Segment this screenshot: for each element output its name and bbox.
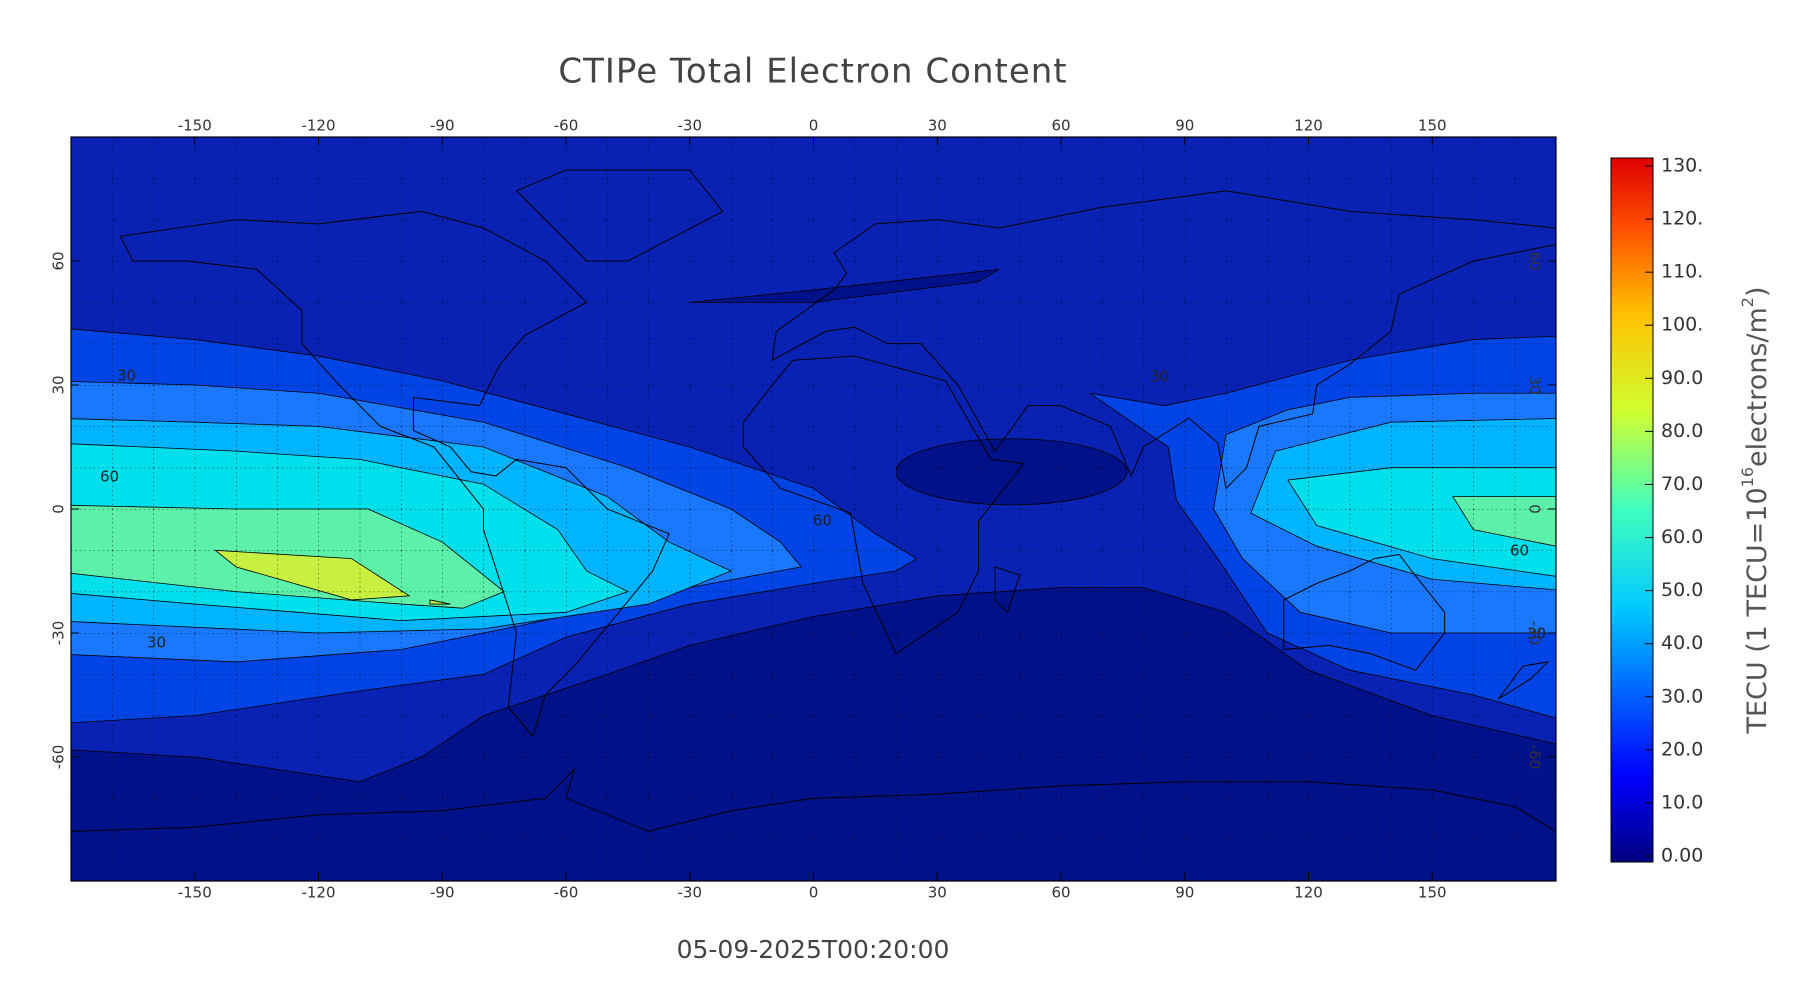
contour-label: 60 xyxy=(100,468,119,486)
colorbar-tick-label: 20.0 xyxy=(1661,738,1703,760)
y-tick-label: 0 xyxy=(50,504,68,514)
colorbar-tick-label: 50.0 xyxy=(1661,579,1703,601)
colorbar-tick-label: 40.0 xyxy=(1661,632,1703,654)
timestamp: 05-09-2025T00:20:00 xyxy=(677,935,950,964)
x-tick-label: -120 xyxy=(301,884,335,902)
colorbar-tick-label: 70.0 xyxy=(1661,473,1703,495)
x-tick-label: -60 xyxy=(554,884,579,902)
x-tick-label: 0 xyxy=(809,117,819,135)
x-tick-label: 90 xyxy=(1175,884,1194,902)
contour-label: 60 xyxy=(813,512,832,530)
x-tick-label: 90 xyxy=(1175,117,1194,135)
x-tick-label: 60 xyxy=(1051,884,1070,902)
contour-label: 60 xyxy=(1510,542,1529,560)
contour-label: 30 xyxy=(117,367,136,385)
colorbar-tick-label: 130. xyxy=(1661,155,1703,177)
x-tick-label: 30 xyxy=(928,117,947,135)
y-tick-label: -30 xyxy=(1526,621,1544,646)
x-tick-label: -120 xyxy=(301,117,335,135)
x-tick-label: 0 xyxy=(809,884,819,902)
x-tick-label: 120 xyxy=(1294,884,1323,902)
contour-label: 30 xyxy=(1150,368,1169,386)
y-tick-label: 0 xyxy=(1526,504,1544,514)
colorbar-tick-label: 90.0 xyxy=(1661,367,1703,389)
y-tick-label: -60 xyxy=(1526,745,1544,770)
colorbar-tick-label: 0.00 xyxy=(1661,845,1703,867)
colorbar-label-exp: 16 xyxy=(1738,467,1757,487)
x-tick-label: -150 xyxy=(178,884,212,902)
colorbar-label-exp: 2 xyxy=(1738,297,1757,307)
colorbar-tick-label: 60.0 xyxy=(1661,526,1703,548)
y-tick-label: -30 xyxy=(50,621,68,646)
y-tick-label: 60 xyxy=(50,251,68,270)
x-tick-label: 150 xyxy=(1418,117,1447,135)
x-tick-label: -150 xyxy=(178,117,212,135)
x-tick-label: -30 xyxy=(678,117,703,135)
colorbar xyxy=(1610,157,1654,863)
y-tick-label: 30 xyxy=(50,375,68,394)
x-tick-label: -60 xyxy=(554,117,579,135)
contour-label: 30 xyxy=(1527,625,1546,643)
y-tick-label: 30 xyxy=(1526,375,1544,394)
x-tick-label: -30 xyxy=(678,884,703,902)
colorbar-label-part: TECU (1 TECU=10 xyxy=(1742,487,1773,734)
colorbar-tick-label: 30.0 xyxy=(1661,685,1703,707)
colorbar-label-part: electrons/m xyxy=(1742,307,1773,467)
map-field xyxy=(71,137,1556,881)
colorbar-tick-label: 80.0 xyxy=(1661,420,1703,442)
colorbar-tick-label: 100. xyxy=(1661,314,1703,336)
colorbar-tick-label: 120. xyxy=(1661,208,1703,230)
colorbar-tick-label: 10.0 xyxy=(1661,791,1703,813)
x-tick-label: -90 xyxy=(430,884,455,902)
x-tick-label: -90 xyxy=(430,117,455,135)
colorbar-label-part: ) xyxy=(1742,286,1773,297)
x-tick-label: 60 xyxy=(1051,117,1070,135)
colorbar-tick-label: 110. xyxy=(1661,261,1703,283)
x-tick-label: 30 xyxy=(928,884,947,902)
x-tick-label: 120 xyxy=(1294,117,1323,135)
y-tick-label: 60 xyxy=(1526,251,1544,270)
chart-title: CTIPe Total Electron Content xyxy=(558,52,1067,92)
y-tick-label: -60 xyxy=(50,745,68,770)
x-tick-label: 150 xyxy=(1418,884,1447,902)
colorbar-label: TECU (1 TECU=1016electrons/m2) xyxy=(1738,286,1773,734)
graticule xyxy=(71,137,1556,881)
contour-label: 30 xyxy=(147,634,166,652)
